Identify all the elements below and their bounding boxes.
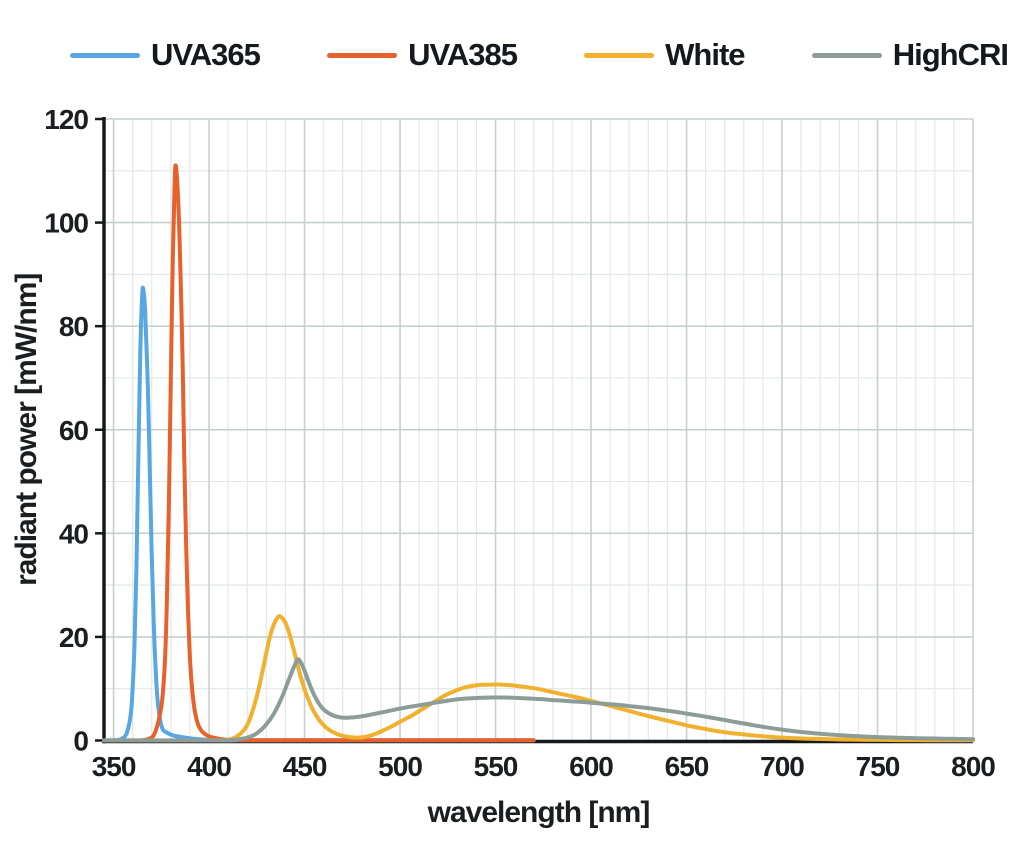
series-line-white <box>102 614 975 743</box>
x-tick-label: 700 <box>760 751 804 782</box>
legend-item-highcri: HighCRI <box>811 37 1009 73</box>
legend-label-uva365: UVA365 <box>151 37 261 72</box>
y-tick-label: 40 <box>59 518 89 549</box>
x-tick-label: 800 <box>951 751 995 782</box>
x-tick-label: 550 <box>474 751 518 782</box>
y-tick-label: 20 <box>59 622 89 653</box>
series-line-uva385 <box>102 163 536 743</box>
y-axis-title: radiant power [mW/nm] <box>10 274 43 586</box>
y-tick-label: 100 <box>44 208 88 239</box>
legend-item-white: White <box>584 37 746 73</box>
x-tick-label: 750 <box>856 751 900 782</box>
x-tick-label: 450 <box>283 751 327 782</box>
legend-label-uva385: UVA385 <box>408 37 518 72</box>
legend-swatch-white <box>584 52 655 58</box>
legend-item-uva365: UVA365 <box>70 37 261 73</box>
legend-label-highcri: HighCRI <box>892 37 1009 72</box>
legend-label-white: White <box>665 37 745 72</box>
series-line-highcri <box>102 657 975 743</box>
legend-item-uva385: UVA385 <box>327 37 518 73</box>
x-tick-label: 400 <box>187 751 231 782</box>
chart-legend: UVA365 UVA385 White HighCRI <box>70 36 1009 74</box>
y-tick-label: 60 <box>59 415 89 446</box>
legend-swatch-uva365 <box>70 52 140 58</box>
legend-swatch-uva385 <box>327 52 398 58</box>
x-tick-label: 600 <box>569 751 613 782</box>
legend-swatch-highcri <box>811 52 882 58</box>
x-axis-title: wavelength [nm] <box>427 796 650 829</box>
x-tick-label: 650 <box>665 751 709 782</box>
x-tick-label: 350 <box>92 751 136 782</box>
y-tick-label: 80 <box>59 311 89 342</box>
x-tick-label: 500 <box>378 751 422 782</box>
y-tick-label: 0 <box>73 726 88 757</box>
y-tick-label: 120 <box>44 104 88 135</box>
